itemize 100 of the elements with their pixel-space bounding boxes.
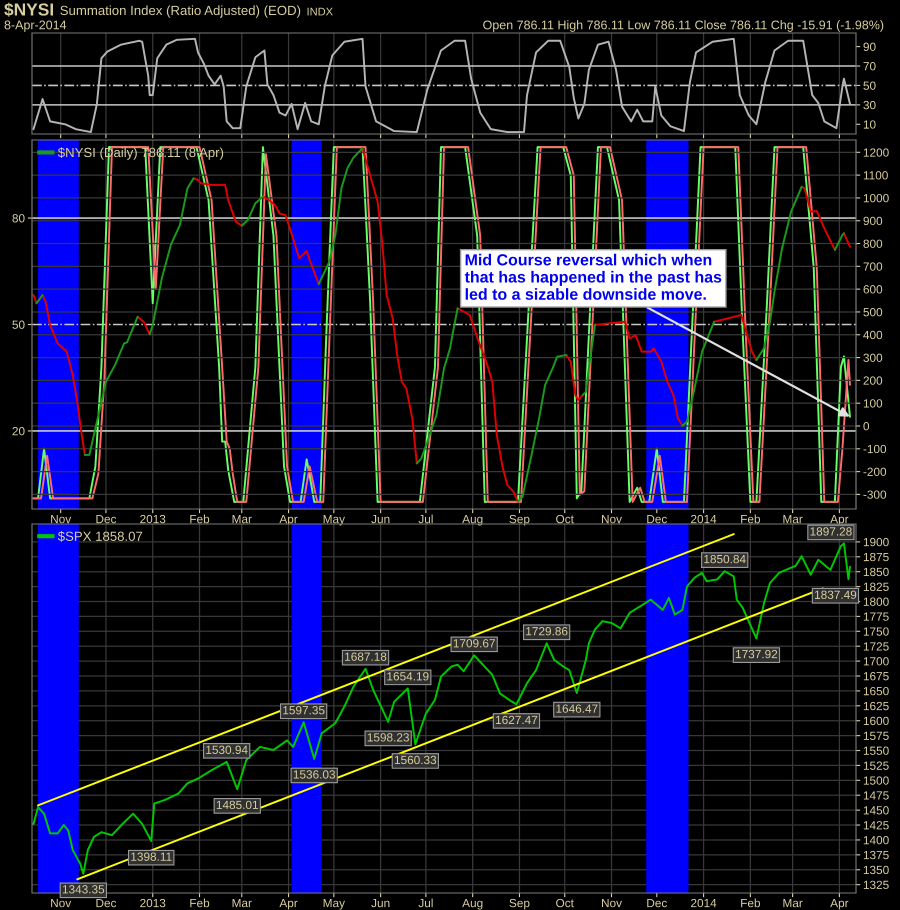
x-tick-label: Mar [232,898,252,908]
annotation: 1897.28 [810,527,852,536]
x-tick-label: Apr [279,514,298,526]
y-tick-label: 50 [863,81,876,90]
y-tick-label: 50 [12,320,25,329]
x-tick-label: Feb [741,514,760,524]
x-tick-label: Nov [602,898,622,908]
y2-tick-label: 1000 [864,194,889,202]
y2-tick-label: 300 [863,354,882,362]
x-tick-label: Mar [783,898,803,908]
y-tick-label: 1375 [864,850,889,860]
x-tick-label: Apr [830,514,848,526]
y-tick-label: 1325 [864,880,889,890]
x-tick-label: 2013 [140,514,166,524]
y2-tick-label: -100 [863,444,886,454]
y-tick-label: 1825 [864,582,889,591]
annotation: 1597.35 [283,706,324,714]
annotation: 1709.67 [454,639,495,648]
annotation: Mid Course reversal which when that has happened in the past has led to a sizable downside move. [464,254,722,300]
y2-tick-label: 1100 [864,171,888,180]
x-tick-label: 2014 [691,898,716,908]
y-tick-label: 80 [12,214,25,222]
y-tick-label: 1750 [864,627,889,636]
x-tick-label: Jun [371,514,390,524]
y2-tick-label: 700 [864,262,882,271]
annotation: 1737.92 [736,650,778,658]
y2-tick-label: 200 [864,376,882,385]
x-tick-label: Dec [96,514,116,524]
x-tick-label: Oct [556,514,574,524]
x-tick-label: Aug [462,514,482,526]
x-tick-label: Apr [279,898,298,910]
y-tick-label: 1550 [864,746,889,755]
y-tick-label: 1875 [864,552,889,562]
x-tick-label: May [324,898,345,910]
y-tick-label: 90 [864,42,876,51]
x-tick-label: Dec [647,898,667,908]
annotation: 1837.49 [815,590,856,599]
x-tick-label: Feb [741,898,760,908]
x-tick-label: May [324,514,345,526]
y-tick-label: 1525 [864,761,889,770]
y-tick-label: 1850 [864,568,889,576]
annotation: 1530.94 [206,746,248,754]
annotation: 1398.11 [131,852,172,861]
x-tick-label: Nov [51,898,72,908]
y2-tick-label: 400 [863,330,882,340]
y2-tick-label: 600 [864,285,882,294]
annotation: 1627.47 [496,716,538,724]
annotation: 1654.19 [387,672,429,681]
y-tick-label: 70 [864,62,876,70]
y-tick-label: 1700 [864,657,889,666]
annotation: 1850.84 [704,554,746,564]
y-tick-label: 1800 [864,598,889,606]
y-tick-label: 1625 [864,702,889,710]
y2-tick-label: 900 [864,216,882,226]
text: Open 786.11 High 786.11 Low 786.11 Close 786.11 Chg -15.91 (-1.98%) [483,20,884,32]
y-tick-label: 1450 [864,806,889,815]
x-tick-label: Dec [96,898,116,908]
y-tick-label: 30 [863,100,876,110]
x-tick-label: Dec [647,514,667,524]
y-tick-label: 1775 [864,612,889,621]
y2-tick-label: 500 [863,308,882,316]
y2-tick-label: 100 [864,399,882,408]
annotation: 1729.86 [526,627,568,636]
x-tick-label: 2013 [140,898,166,908]
chart-title: $NYSI [4,2,54,17]
x-tick-label: Feb [190,514,210,524]
legend-label: $NYSI (Daily) 786.11 (8 Apr) [58,147,224,160]
x-tick-label: Jul [418,898,433,908]
x-tick-label: Jun [371,898,390,908]
annotation: 1598.23 [368,733,409,742]
y-tick-label: 1500 [864,776,889,785]
annotation: 1536.03 [294,770,336,779]
x-tick-label: Aug [462,898,482,910]
line-series [32,38,851,134]
annotation: 1687.18 [345,652,386,661]
y-tick-label: 1675 [864,672,889,680]
annotation: 1560.33 [394,756,436,764]
x-tick-label: Oct [556,898,574,908]
x-tick-label: Apr [830,898,848,910]
y2-tick-label: 800 [863,240,882,248]
y-tick-label: 1900 [864,538,889,546]
x-tick-label: Jul [418,514,433,524]
y-tick-label: 1425 [864,821,889,830]
x-tick-label: Nov [51,514,72,524]
y-tick-label: 1600 [864,716,889,726]
annotation: 1343.35 [62,885,104,894]
x-tick-label: 2014 [691,514,716,524]
text: 8-Apr-2014 [4,20,66,32]
x-tick-label: Nov [602,514,622,524]
y-tick-label: 10 [864,120,876,129]
annotation: 1646.47 [556,704,598,713]
y2-tick-label: 0 [863,422,870,430]
x-tick-label: Mar [783,514,803,524]
y-tick-label: 20 [12,426,25,436]
y2-tick-label: -300 [863,490,886,499]
y-tick-label: 1350 [864,866,889,874]
x-tick-label: Feb [190,898,210,908]
y-tick-label: 1725 [864,642,889,651]
x-tick-label: Sep [509,898,530,910]
y-tick-label: 1650 [864,686,889,696]
